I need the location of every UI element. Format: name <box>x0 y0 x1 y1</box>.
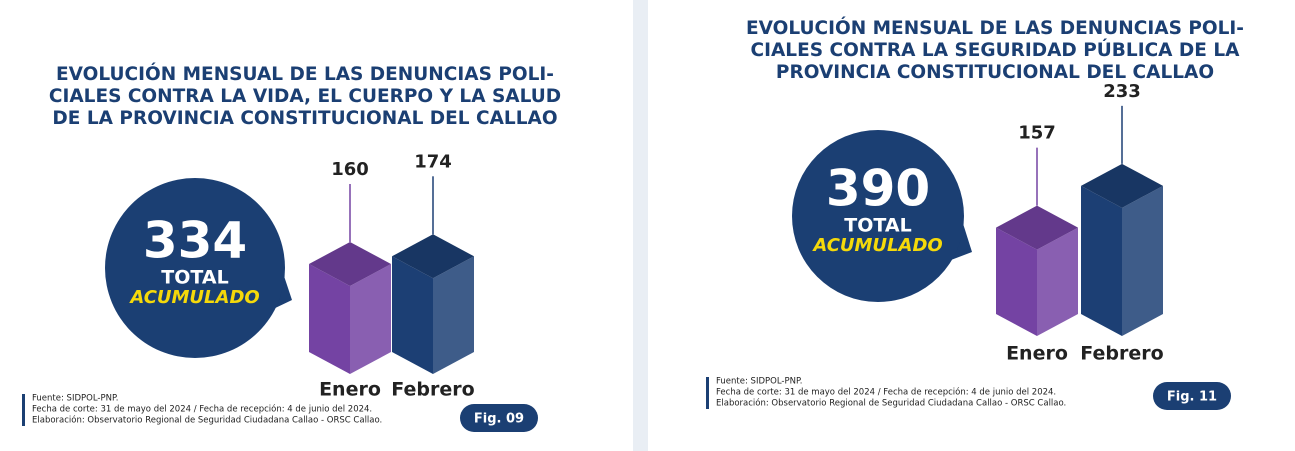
chart-title: CIALES CONTRA LA VIDA, EL CUERPO Y LA SA… <box>49 86 561 107</box>
bar-left-face <box>1081 185 1122 336</box>
chart-title: PROVINCIA CONSTITUCIONAL DEL CALLAO <box>776 62 1214 83</box>
source-bar <box>706 377 709 409</box>
bar-top-face <box>392 234 474 279</box>
source-line: Elaboración: Observatorio Regional de Se… <box>32 415 382 426</box>
chart-title: EVOLUCIÓN MENSUAL DE LAS DENUNCIAS POLI- <box>56 63 554 85</box>
total-sub: ACUMULADO <box>128 287 259 308</box>
source-bar <box>22 394 25 426</box>
total-label: TOTAL <box>161 267 228 289</box>
value-label: 157 <box>1018 123 1056 144</box>
category-label: Enero <box>1006 343 1068 365</box>
bar-top-face <box>1081 163 1163 208</box>
total-label: TOTAL <box>844 215 911 237</box>
total-sub: ACUMULADO <box>811 235 942 256</box>
total-bubble <box>105 178 285 358</box>
bar-left-face <box>309 264 350 374</box>
bar-right-face <box>433 256 474 374</box>
category-label: Febrero <box>1080 343 1163 365</box>
value-label: 160 <box>331 159 369 180</box>
category-label: Febrero <box>391 379 474 401</box>
bar-left-face <box>392 256 433 374</box>
bar-right-face <box>1037 227 1078 336</box>
chart-title: CIALES CONTRA LA SEGURIDAD PÚBLICA DE LA <box>751 39 1241 61</box>
figure-badge <box>460 404 538 432</box>
figure-label: Fig. 09 <box>474 412 524 427</box>
category-label: Enero <box>319 379 381 401</box>
figure-label: Fig. 11 <box>1167 390 1217 405</box>
bar-left-face <box>996 227 1037 336</box>
chart-title: EVOLUCIÓN MENSUAL DE LAS DENUNCIAS POLI- <box>746 17 1244 39</box>
value-label: 174 <box>414 151 452 172</box>
total-value: 390 <box>826 160 930 218</box>
value-label: 233 <box>1103 81 1141 102</box>
bar-right-face <box>1122 185 1163 336</box>
figure-badge <box>1153 382 1231 410</box>
source-line: Fuente: SIDPOL-PNP. <box>32 394 118 404</box>
total-bubble <box>792 130 964 302</box>
divider <box>633 0 648 451</box>
source-line: Fecha de corte: 31 de mayo del 2024 / Fe… <box>716 387 1056 398</box>
bar-top-face <box>309 242 391 286</box>
source-line: Elaboración: Observatorio Regional de Se… <box>716 398 1066 409</box>
source-line: Fecha de corte: 31 de mayo del 2024 / Fe… <box>32 404 372 415</box>
source-line: Fuente: SIDPOL-PNP. <box>716 377 802 387</box>
chart-title: DE LA PROVINCIA CONSTITUCIONAL DEL CALLA… <box>52 108 557 129</box>
total-value: 334 <box>143 212 247 270</box>
bar-top-face <box>996 205 1078 250</box>
bar-right-face <box>350 264 391 374</box>
